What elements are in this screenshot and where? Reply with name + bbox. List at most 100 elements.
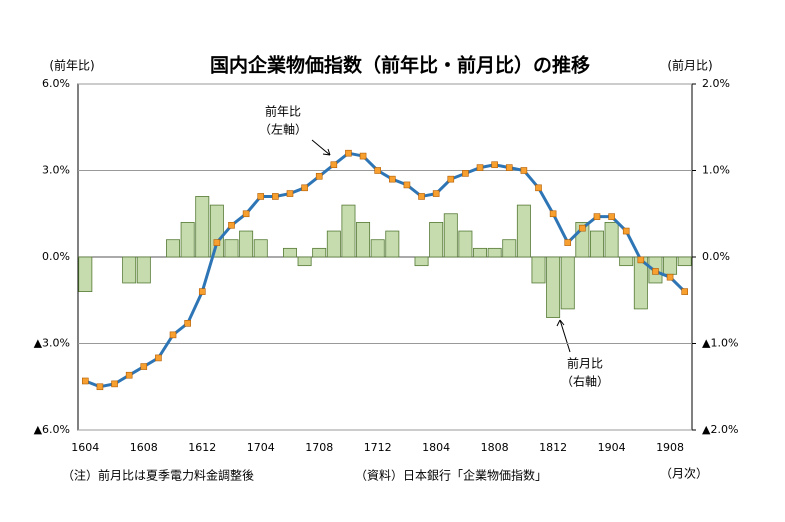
y-axis-label: (前年比) xyxy=(49,58,94,73)
y2-tick-label: 1.0% xyxy=(702,164,730,177)
x-tick-label: 1612 xyxy=(188,441,216,454)
bar xyxy=(326,230,341,258)
x-tick-label: 1908 xyxy=(656,441,684,454)
x-tick-label: 1812 xyxy=(539,441,567,454)
annotation-arrow xyxy=(559,319,571,353)
marker xyxy=(418,193,425,200)
y2-tick-label: ▲1.0% xyxy=(702,337,738,350)
marker xyxy=(82,377,89,385)
marker xyxy=(213,239,221,246)
x-tick-label: 1808 xyxy=(481,441,509,454)
x-tick-label: 1604 xyxy=(71,441,99,454)
bar xyxy=(78,256,93,292)
marker xyxy=(140,363,148,370)
bar xyxy=(589,230,604,258)
y-tick-label: ▲6.0% xyxy=(34,423,70,436)
marker xyxy=(359,152,367,160)
bar xyxy=(677,256,692,267)
x-tick-label: 1904 xyxy=(598,441,626,454)
bar xyxy=(385,230,400,258)
annotation: 前月比 xyxy=(567,356,603,371)
bar xyxy=(282,247,297,258)
source: （資料）日本銀行「企業物価指数」 xyxy=(355,468,547,483)
marker xyxy=(111,380,118,388)
y2-tick-label: 2.0% xyxy=(702,77,730,90)
marker xyxy=(286,190,294,197)
bar xyxy=(122,256,137,284)
marker xyxy=(301,184,308,192)
y-tick-label: 3.0% xyxy=(42,164,70,177)
bar xyxy=(180,221,195,258)
bar xyxy=(253,239,268,258)
marker xyxy=(593,213,601,220)
bar xyxy=(239,230,254,258)
marker xyxy=(155,354,162,362)
x-unit: （月次） xyxy=(660,467,708,481)
annotation-arrow xyxy=(322,148,331,156)
bar xyxy=(356,221,371,258)
marker xyxy=(652,268,659,275)
bar xyxy=(502,239,517,258)
marker xyxy=(520,167,528,174)
annotation: 前年比 xyxy=(265,104,301,119)
bar xyxy=(487,247,502,258)
line xyxy=(84,151,686,389)
x-tick-label: 1804 xyxy=(422,441,450,454)
marker xyxy=(257,193,265,200)
marker xyxy=(169,331,177,339)
marker xyxy=(447,175,455,183)
bar xyxy=(414,256,429,267)
bar xyxy=(429,221,444,258)
annotation: （左軸） xyxy=(259,122,307,137)
marker xyxy=(228,221,235,229)
marker xyxy=(432,190,440,197)
marker xyxy=(535,184,542,192)
marker xyxy=(403,181,411,189)
marker xyxy=(622,227,630,235)
bar xyxy=(604,221,619,258)
marker xyxy=(315,172,323,180)
bar xyxy=(195,196,210,258)
bar xyxy=(473,247,488,258)
y2-axis-label: (前月比) xyxy=(667,58,712,73)
x-tick-label: 1704 xyxy=(247,441,275,454)
y2-tick-label: 0.0% xyxy=(702,250,730,263)
bar xyxy=(166,239,181,258)
bar xyxy=(458,230,473,258)
x-tick-label: 1608 xyxy=(130,441,158,454)
marker xyxy=(549,210,557,218)
x-tick-label: 1712 xyxy=(364,441,392,454)
bar xyxy=(341,204,356,258)
annotation: （右軸） xyxy=(561,374,609,389)
bar xyxy=(297,256,312,267)
bar xyxy=(312,247,327,258)
annotation-arrow xyxy=(556,319,565,327)
x-tick-label: 1708 xyxy=(305,441,333,454)
marker xyxy=(242,210,250,218)
marker xyxy=(345,149,352,157)
bar xyxy=(560,256,575,310)
marker xyxy=(666,273,674,281)
bar xyxy=(209,204,224,258)
marker xyxy=(462,170,469,177)
marker xyxy=(476,164,484,171)
marker xyxy=(579,224,586,232)
y2-tick-label: ▲2.0% xyxy=(702,423,738,436)
bar xyxy=(531,256,546,284)
marker xyxy=(374,167,381,174)
annotation-arrow xyxy=(311,139,331,156)
bar xyxy=(546,256,561,318)
y-tick-label: 0.0% xyxy=(42,250,70,263)
bar xyxy=(370,239,385,258)
marker xyxy=(184,320,191,327)
marker xyxy=(272,193,279,200)
y-tick-label: 6.0% xyxy=(42,77,70,90)
marker xyxy=(125,371,133,379)
marker xyxy=(96,383,104,391)
marker xyxy=(491,161,498,169)
marker xyxy=(330,161,338,169)
bar xyxy=(619,256,634,267)
marker xyxy=(389,175,396,183)
bar xyxy=(443,213,458,258)
